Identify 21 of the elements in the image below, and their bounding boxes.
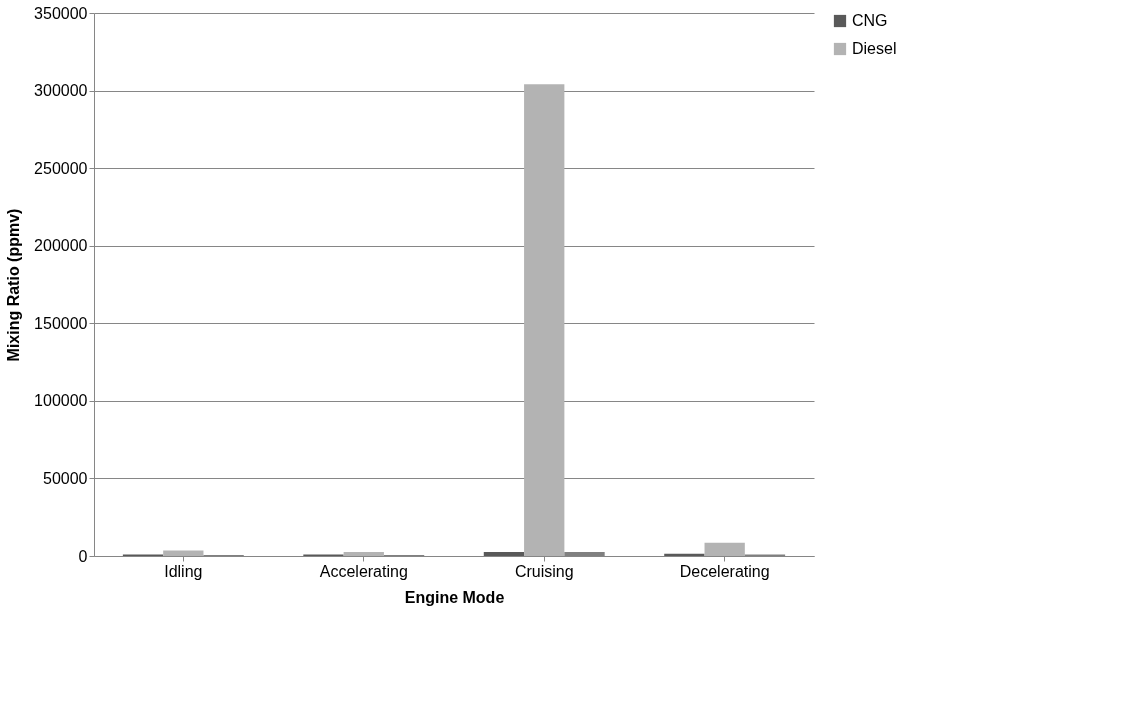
- y-tick-label: 300000: [34, 82, 88, 100]
- y-tick-label: 350000: [34, 4, 88, 22]
- x-axis-title: Engine Mode: [404, 588, 505, 606]
- y-tick-label: 50000: [43, 469, 88, 487]
- y-tick-label: 250000: [34, 159, 88, 177]
- bar: [343, 552, 384, 556]
- y-tick-label: 200000: [34, 237, 88, 255]
- legend-label: Diesel: [852, 40, 897, 57]
- x-tick-label: Decelerating: [679, 562, 770, 580]
- bar: [163, 550, 204, 556]
- bar: [704, 542, 745, 556]
- x-tick-label: Accelerating: [319, 562, 408, 580]
- x-tick-label: Cruising: [514, 562, 574, 580]
- y-tick-label: 0: [78, 547, 88, 565]
- bar: [483, 552, 525, 556]
- legend-label: CNG: [852, 12, 888, 29]
- bar: [524, 84, 565, 556]
- y-tick-label: 100000: [34, 392, 88, 410]
- y-tick-label: 150000: [34, 314, 88, 332]
- y-axis-title: Mixing Ratio (ppmv): [5, 208, 23, 362]
- x-tick-label: Idling: [164, 562, 203, 580]
